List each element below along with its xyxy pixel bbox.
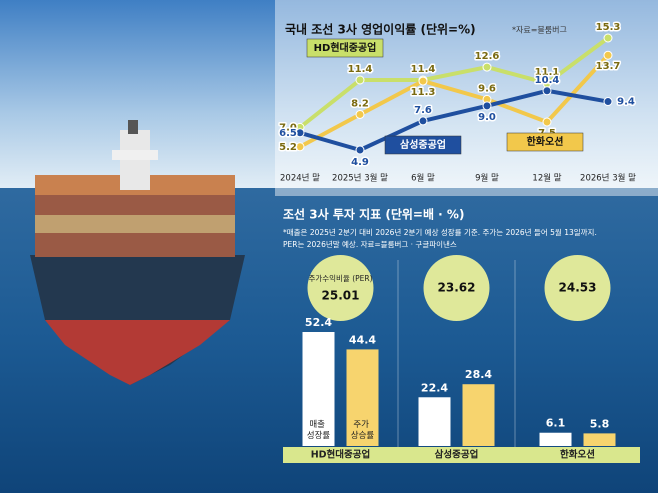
data-label: 11.4 [348,64,373,75]
x-tick-label: 9월 말 [475,173,499,184]
legend-box [306,38,384,58]
bar [418,397,451,446]
per-value: 25.01 [322,289,360,303]
data-label: 7.6 [414,105,432,116]
category-label: HD현대중공업 [311,449,371,461]
bar-value: 44.4 [349,333,376,346]
per-bubble [307,255,374,321]
bar [302,332,335,446]
data-label: 8.2 [351,98,369,109]
x-tick-label: 2026년 3월 말 [580,173,636,184]
legend-label: HD현대중공업 [314,41,377,54]
bar [346,349,379,446]
line [299,88,609,152]
data-label: 5.2 [279,142,297,153]
series-label-part: 성장률 [307,430,331,441]
legend-box [384,135,462,155]
data-label: 4.9 [351,157,369,168]
per-bubble [423,255,490,321]
bar-value: 5.8 [590,417,610,430]
bar [539,432,572,446]
data-label: 11.1 [535,67,560,78]
data-label: 15.3 [596,22,621,33]
bar-value: 22.4 [421,381,448,394]
series-label-part: 주가 [353,420,371,430]
x-tick-label: 2025년 3월 말 [332,173,388,184]
point [355,109,365,119]
line [299,53,610,149]
per-bubble [544,255,611,321]
point [542,117,552,127]
category-label: 한화오션 [560,449,595,461]
bar-value: 6.1 [546,417,566,430]
series-label: 주가 상승률 [351,420,375,441]
line [298,36,610,129]
legend-box [506,132,584,152]
data-label: 11.3 [411,87,436,98]
data-label: 7.0 [279,122,297,133]
data-label: 6.5 [279,128,297,139]
bar [583,433,616,446]
source-note: *자료=블룸버그 [512,25,567,35]
x-tick-label: 2024년 말 [280,173,320,184]
note: PER는 2026년말 예상. 자료=블룸버그 · 구글파이낸스 [283,239,457,249]
note: *매출은 2025년 2분기 대비 2026년 2분기 예상 성장률 기준. 주… [283,227,597,237]
data-label: 9.4 [617,97,635,108]
category-label: 삼성중공업 [435,449,479,461]
bar-title: 조선 3사 투자 지표 (단위=배 · %) [283,207,464,222]
point [603,97,613,107]
point [355,145,365,155]
data-label: 9.0 [478,112,496,123]
point [355,75,365,85]
line-title: 국내 조선 3사 영업이익률 (단위=%) [285,22,476,37]
point [418,116,428,126]
point [295,128,305,138]
data-label: 10.4 [535,75,560,86]
point [418,76,428,86]
data-label: 11.4 [411,64,436,75]
data-label: 12.6 [475,51,500,62]
point [603,50,613,60]
category-band [283,447,640,463]
data-label: 13.7 [596,61,621,72]
point [603,33,613,43]
legend-label: 삼성중공업 [400,138,446,151]
per-label: 주가수익비율 (PER) [308,273,372,283]
per-value: 24.53 [559,281,597,295]
data-label: 9.6 [478,83,496,94]
series-label: 매출 성장률 [307,419,331,441]
legend-label: 한화오션 [527,135,564,148]
series-label-part: 상승률 [351,430,375,441]
per-value: 23.62 [438,281,476,295]
x-tick-label: 6월 말 [411,173,435,184]
ship [30,120,245,385]
point [295,142,305,152]
bar-value: 52.4 [305,316,332,329]
point [482,62,492,72]
x-tick-label: 12월 말 [532,173,561,184]
point [482,101,492,111]
point [542,86,552,96]
bar-value: 28.4 [465,368,492,381]
series-label-part: 매출 [309,419,327,430]
bar [462,384,495,446]
